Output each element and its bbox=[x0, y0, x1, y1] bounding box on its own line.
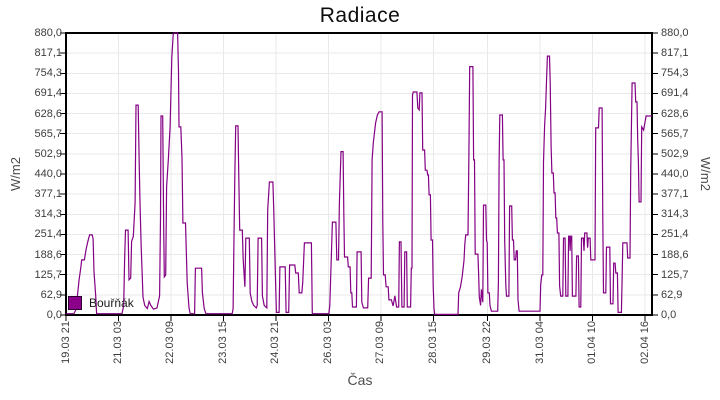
x-axis-tick-label: 23.03 15 bbox=[216, 321, 229, 364]
y-axis-tick-label-left: 502,9 bbox=[34, 147, 62, 160]
plot-frame bbox=[65, 32, 653, 316]
y-axis-tick-label-right: 314,3 bbox=[661, 208, 689, 221]
y-axis-tick-label-left: 251,4 bbox=[34, 228, 62, 241]
y-axis-tick-label-left: 62,9 bbox=[40, 288, 62, 301]
y-axis-tick-label-left: 880,0 bbox=[34, 27, 62, 39]
y-axis-tick-label-right: 754,3 bbox=[661, 67, 689, 80]
x-axis-tick-label: 27.03 09 bbox=[374, 321, 387, 364]
y-axis-tick-label-right: 125,7 bbox=[661, 268, 689, 281]
y-axis-tick-label-right: 377,1 bbox=[661, 188, 689, 201]
x-axis-tick-label: 21.03 03 bbox=[111, 321, 124, 364]
chart-title: Radiace bbox=[319, 4, 401, 27]
legend: Bouřňák bbox=[68, 295, 134, 310]
x-axis-tick-label: 22.03 09 bbox=[164, 321, 177, 364]
y-axis-tick-label-right: 440,0 bbox=[661, 168, 689, 180]
y-axis-tick-label-right: 251,4 bbox=[661, 228, 689, 241]
y-axis-tick-label-left: 817,1 bbox=[34, 47, 62, 60]
y-axis-tick-label-right: 817,1 bbox=[661, 47, 689, 60]
series-line-bournak bbox=[66, 32, 652, 315]
x-axis-tick-label: 29.03 22 bbox=[481, 321, 494, 364]
x-axis-tick-label: 31.03 04 bbox=[533, 321, 546, 364]
x-axis-tick-label: 24.03 21 bbox=[269, 321, 282, 364]
y-axis-tick-label-right: 565,7 bbox=[661, 127, 689, 140]
y-axis-tick-label-right: 502,9 bbox=[661, 147, 689, 160]
y-axis-tick-label-right: 0,0 bbox=[661, 309, 677, 321]
y-axis-tick-label-right: 691,4 bbox=[661, 87, 689, 100]
y-axis-tick-label-left: 628,6 bbox=[34, 107, 62, 120]
y-axis-tick-label-left: 125,7 bbox=[34, 268, 62, 281]
y-axis-tick-label-left: 188,6 bbox=[34, 248, 62, 261]
y-axis-tick-label-left: 754,3 bbox=[34, 67, 62, 80]
legend-series-label: Bouřňák bbox=[89, 295, 134, 310]
y-axis-tick-label-left: 691,4 bbox=[34, 87, 62, 100]
x-axis-tick-label: 19.03 21 bbox=[59, 321, 72, 364]
x-axis-tick-label: 01.04 10 bbox=[586, 321, 599, 364]
x-axis-tick-label: 28.03 15 bbox=[426, 321, 439, 364]
y-axis-tick-label-right: 188,6 bbox=[661, 248, 689, 261]
y-axis-tick-label-right: 628,6 bbox=[661, 107, 689, 120]
y-axis-tick-label-left: 314,3 bbox=[34, 208, 62, 221]
y-axis-title-right: W/m2 bbox=[698, 157, 713, 191]
y-axis-tick-label-left: 0,0 bbox=[46, 309, 62, 321]
x-axis-tick-label: 26.03 03 bbox=[321, 321, 334, 364]
y-axis-tick-label-right: 880,0 bbox=[661, 27, 689, 39]
y-axis-tick-label-left: 377,1 bbox=[34, 188, 62, 201]
y-axis-tick-label-right: 62,9 bbox=[661, 288, 683, 301]
y-axis-tick-label-left: 440,0 bbox=[34, 168, 62, 180]
y-axis-tick-label-left: 565,7 bbox=[34, 127, 62, 140]
x-axis-title: Čas bbox=[347, 372, 373, 388]
x-axis-tick-label: 02.04 16 bbox=[638, 321, 651, 364]
legend-series-marker bbox=[68, 295, 82, 310]
